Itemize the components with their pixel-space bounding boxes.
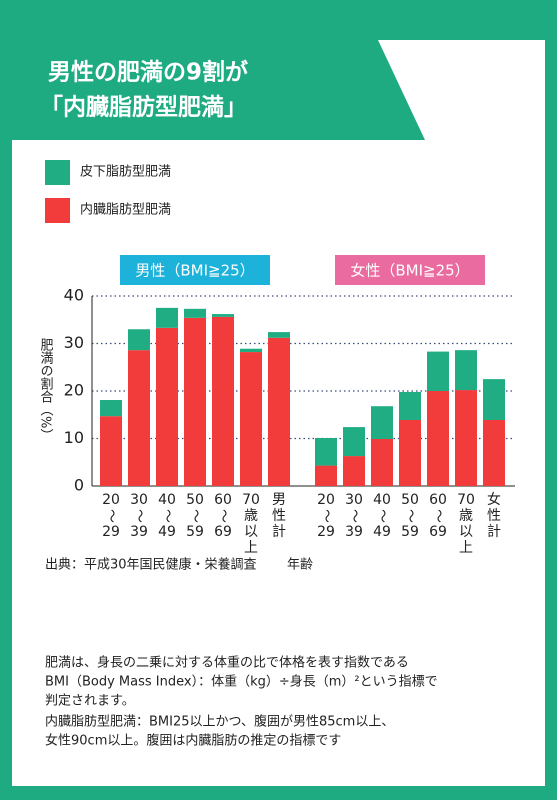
x-tick-label: 上 [459, 540, 473, 556]
bar-segment [156, 327, 178, 486]
bar-segment [343, 427, 365, 457]
note-line: 内臓脂肪型肥満：BMI25以上かつ、腹囲が男性85cm以上、 [45, 714, 394, 730]
title-line: 「内臓脂肪型肥満」 [40, 94, 247, 121]
y-axis-label: 肥満の割合（%） [38, 338, 54, 441]
x-tick-label: 20 [102, 492, 120, 508]
group-label-box [335, 255, 485, 285]
note-line: BMI（Body Mass Index）：体重（kg）÷身長（m）²という指標で [45, 674, 438, 690]
bar-segment [100, 400, 122, 417]
title-banner [12, 40, 425, 140]
bar-segment [399, 391, 421, 420]
x-tick-label: 59 [186, 524, 204, 540]
bar-segment [427, 351, 449, 391]
bar-segment [128, 329, 150, 351]
bar-segment [240, 352, 262, 486]
x-tick-label: 29 [317, 524, 335, 540]
bar-segment [212, 314, 234, 317]
bar-segment [455, 350, 477, 391]
legend-swatch [45, 198, 70, 223]
bar-segment [268, 332, 290, 338]
legend-label: 内臓脂肪型肥満 [80, 202, 171, 218]
x-tick-label: 女 [487, 491, 501, 508]
x-tick-label: 50 [186, 492, 204, 508]
bar-segment [128, 350, 150, 486]
x-tick-label: 50 [401, 492, 419, 508]
group-label: 男性（BMI≧25） [135, 262, 254, 280]
x-tick-label: 〜 [346, 509, 362, 523]
x-tick-label: 〜 [187, 509, 203, 523]
x-tick-label: 60 [429, 492, 447, 508]
bar-segment [315, 465, 337, 486]
x-tick-label: 30 [130, 492, 148, 508]
bar-segment [100, 416, 122, 486]
x-tick-label: 30 [345, 492, 363, 508]
legend-swatch [45, 160, 70, 185]
bar-segment [184, 308, 206, 318]
bar-segment [184, 317, 206, 486]
bar-segment [455, 390, 477, 486]
x-tick-label: 歳 [459, 508, 473, 524]
x-tick-label: 〜 [103, 509, 119, 523]
x-tick-label: 〜 [159, 509, 175, 523]
x-tick-label: 49 [158, 524, 176, 540]
x-tick-label: 〜 [215, 509, 231, 523]
source: 出典：平成30年国民健康・栄養調査 [45, 557, 257, 573]
bar-segment [483, 379, 505, 420]
x-tick-label: 〜 [430, 509, 446, 523]
legend-label: 皮下脂肪型肥満 [80, 164, 171, 180]
note-line: 判定されます。 [45, 694, 135, 709]
bar-segment [212, 316, 234, 486]
note-line: 女性90cm以上。腹囲は内臓脂肪の推定の指標です [45, 733, 341, 749]
x-tick-label: 70 [242, 492, 260, 508]
x-tick-label: 60 [214, 492, 232, 508]
group-label: 女性（BMI≧25） [350, 262, 469, 280]
x-tick-label: 39 [130, 524, 148, 540]
x-tick-label: 20 [317, 492, 335, 508]
bar-segment [399, 419, 421, 486]
bar-segment [268, 337, 290, 486]
x-tick-label: 以 [244, 524, 258, 540]
bar-segment [371, 406, 393, 439]
x-tick-label: 性 [487, 508, 501, 524]
x-tick-label: 計 [272, 524, 286, 540]
x-tick-label: 〜 [131, 509, 147, 523]
y-tick-label: 30 [64, 333, 84, 352]
x-tick-label: 70 [457, 492, 475, 508]
x-tick-label: 29 [102, 524, 120, 540]
x-tick-label: 性 [272, 508, 286, 524]
x-tick-label: 40 [158, 492, 176, 508]
note-line: 肥満は、身長の二乗に対する体重の比で体格を表す指数である [45, 655, 409, 671]
x-tick-label: 〜 [318, 509, 334, 523]
y-tick-label: 0 [74, 476, 84, 495]
bar-segment [240, 348, 262, 353]
x-tick-label: 上 [244, 540, 258, 556]
bar-segment [371, 438, 393, 486]
x-tick-label: 男 [272, 492, 286, 508]
x-tick-label: 69 [429, 524, 447, 540]
bar-segment [427, 391, 449, 486]
x-tick-label: 39 [345, 524, 363, 540]
title-line: 男性の肥満の9割が [48, 59, 248, 86]
bar-segment [156, 307, 178, 328]
bar-segment [343, 456, 365, 486]
x-tick-label: 40 [373, 492, 391, 508]
y-tick-label: 40 [64, 286, 84, 305]
group-label-box [120, 255, 270, 285]
x-tick-label: 歳 [244, 508, 258, 524]
x-tick-label: 59 [401, 524, 419, 540]
x-tick-label: 以 [459, 524, 473, 540]
bar-segment [315, 438, 337, 466]
bar-segment [483, 419, 505, 486]
x-tick-label: 〜 [402, 509, 418, 523]
x-tick-label: 69 [214, 524, 232, 540]
x-tick-label: 計 [487, 524, 501, 540]
y-tick-label: 20 [64, 381, 84, 400]
x-tick-label: 〜 [374, 509, 390, 523]
x-tick-label: 49 [373, 524, 391, 540]
x-axis-label: 年齢 [287, 558, 313, 573]
y-tick-label: 10 [64, 428, 84, 447]
